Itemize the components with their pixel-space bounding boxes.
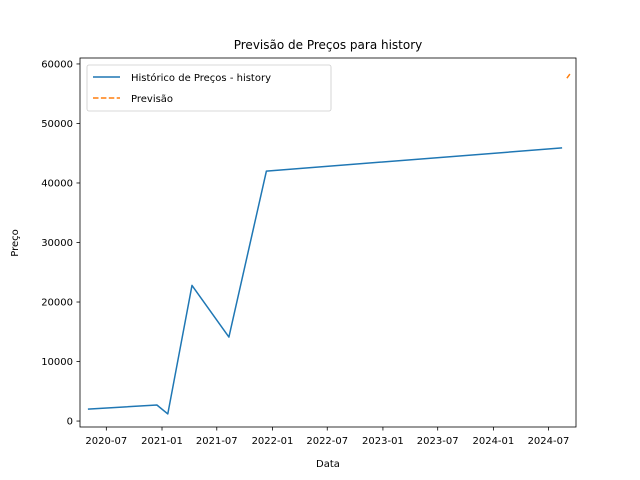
legend-box xyxy=(86,64,332,112)
y-tick-label: 60000 xyxy=(41,59,73,70)
x-tick-label: 2023-07 xyxy=(417,436,459,447)
plot-frame xyxy=(79,57,577,428)
x-tick-label: 2021-01 xyxy=(141,436,183,447)
y-tick-label: 0 xyxy=(67,417,73,428)
y-axis-label: Preço xyxy=(10,229,21,257)
y-tick-label: 40000 xyxy=(41,178,73,189)
y-axis-ticks: 0 10000 20000 30000 40000 50000 60000 xyxy=(41,59,80,428)
y-tick-label: 50000 xyxy=(41,119,73,130)
x-tick-label: 2020-07 xyxy=(85,436,127,447)
x-axis-label: Data xyxy=(316,459,340,470)
y-tick-label: 30000 xyxy=(41,238,73,249)
series-layer xyxy=(87,73,571,415)
x-tick-label: 2022-01 xyxy=(252,436,294,447)
y-tick-label: 10000 xyxy=(41,357,73,368)
x-axis-ticks: 2020-07 2021-01 2021-07 2022-01 2022-07 2023-… xyxy=(85,427,569,447)
legend-label-forecast: Previsão xyxy=(131,94,173,105)
x-tick-label: 2024-01 xyxy=(472,436,514,447)
legend: Histórico de Preços - history Previsão xyxy=(86,64,332,112)
x-tick-label: 2022-07 xyxy=(306,436,348,447)
y-tick-label: 20000 xyxy=(41,298,73,309)
series-line-0 xyxy=(87,147,563,415)
legend-label-history: Histórico de Preços - history xyxy=(131,72,271,84)
x-tick-label: 2021-07 xyxy=(196,436,238,447)
x-tick-label: 2024-07 xyxy=(528,436,570,447)
series-line-1 xyxy=(566,73,571,79)
x-tick-label: 2023-01 xyxy=(362,436,404,447)
chart-title: Previsão de Preços para history xyxy=(234,38,423,52)
